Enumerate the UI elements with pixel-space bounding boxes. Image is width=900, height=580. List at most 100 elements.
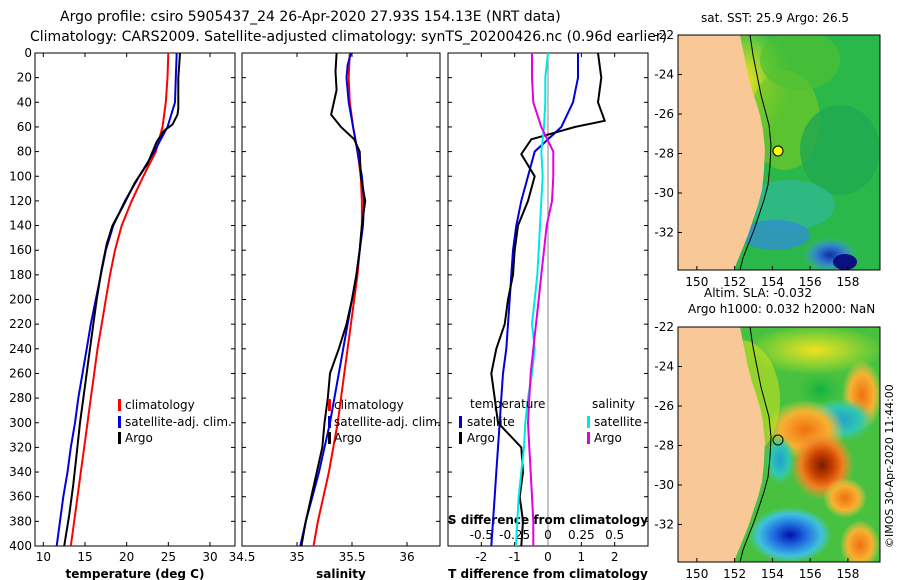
s-diff-tick-label: -0.5 <box>470 528 493 542</box>
legend-swatch-climatology <box>118 399 121 411</box>
sal-diff-argo-line <box>526 53 555 546</box>
map-x-tick-label: 158 <box>836 567 859 580</box>
sla-map-title: Altim. SLA: -0.032 <box>704 286 812 300</box>
sal-diff-satellite-line <box>515 53 549 546</box>
map-y-tick-label: -28 <box>654 438 674 452</box>
depth-tick-label: 260 <box>9 366 32 380</box>
sst-land <box>678 35 765 270</box>
map-y-tick-label: -26 <box>654 399 674 413</box>
temp-diff-argo-line <box>490 53 607 546</box>
salinity-profile-panel: 34.5 35 35.5 36 salinity <box>229 52 441 580</box>
depth-tick-label: 120 <box>9 194 32 208</box>
s-diff-tick-label: -0.25 <box>499 528 530 542</box>
map-y-tick-label: -30 <box>654 478 674 492</box>
legend-label-satellite: satellite-adj. clim. <box>125 415 232 429</box>
depth-tick-label: 280 <box>9 391 32 405</box>
salinity-argo-line <box>300 53 367 546</box>
depth-tick-label: 60 <box>17 120 32 134</box>
x-tick-label: 25 <box>161 550 176 564</box>
x-tick-label: 1 <box>578 550 586 564</box>
depth-tick-label: 200 <box>9 293 32 307</box>
legend-label-argo: Argo <box>334 431 362 445</box>
legend-swatch-sal-satellite <box>587 416 590 428</box>
sla-map-subtitle: Argo h1000: 0.032 h2000: NaN <box>688 302 875 316</box>
depth-tick-label: 240 <box>9 342 32 356</box>
temperature-climatology-line <box>69 53 170 546</box>
depth-tick-label: 140 <box>9 219 32 233</box>
float-marker <box>772 434 784 446</box>
depth-tick-label: 220 <box>9 317 32 331</box>
depth-tick-label: 360 <box>9 490 32 504</box>
temp-diff-satellite-line <box>490 53 579 546</box>
map-y-tick-label: -30 <box>654 186 674 200</box>
map-y-tick-label: -24 <box>654 359 674 373</box>
x-tick-label: 2 <box>611 550 619 564</box>
figure-title-line2: Climatology: CARS2009. Satellite-adjuste… <box>30 29 667 45</box>
map-x-tick-label: 156 <box>799 567 822 580</box>
x-tick-label: 0 <box>544 550 552 564</box>
depth-tick-label: 180 <box>9 268 32 282</box>
map-x-tick-label: 158 <box>836 275 859 289</box>
x-tick-label: 36 <box>399 550 414 564</box>
x-tick-label: 15 <box>77 550 92 564</box>
map-x-tick-label: 156 <box>799 275 822 289</box>
map-x-tick-label: 152 <box>723 275 746 289</box>
x-tick-label: 35 <box>289 550 304 564</box>
sst-map-title: sat. SST: 25.9 Argo: 26.5 <box>701 11 849 25</box>
map-y-tick-label: -32 <box>654 517 674 531</box>
depth-tick-label: 20 <box>17 71 32 85</box>
map-x-tick-label: 150 <box>685 275 708 289</box>
legend-swatch-sal-argo <box>587 432 590 444</box>
sla-map: Altim. SLA: -0.032 Argo h1000: 0.032 h20… <box>677 286 881 563</box>
temperature-profile-panel: 0 20 40 60 80 100 120 140 160 180 200 220 240 260 280 3… <box>9 46 236 580</box>
x-tick-label: 20 <box>119 550 134 564</box>
x-tick-label: -1 <box>509 550 521 564</box>
map-y-tick-label: -32 <box>654 225 674 239</box>
map-y-tick-label: -22 <box>654 28 674 42</box>
salinity-legend: climatology satellite-adj. clim. Argo <box>328 398 441 445</box>
sla-land <box>678 327 765 562</box>
legend-swatch-satellite <box>328 416 331 428</box>
map-y-tick-label: -22 <box>654 320 674 334</box>
map-x-tick-label: 152 <box>723 567 746 580</box>
s-diff-axis-label: S difference from climatology <box>448 513 648 527</box>
depth-tick-label: 320 <box>9 440 32 454</box>
sst-shelf-contour <box>739 35 772 270</box>
legend-swatch-argo <box>118 432 121 444</box>
map-axes: 150 152 154 156 158 -22 -24 -26 -28 -30 -32 150 152 1… <box>654 28 859 580</box>
s-diff-tick-label: 0 <box>544 528 552 542</box>
legend-label-climatology: climatology <box>334 398 404 412</box>
legend-label-sal-argo: Argo <box>594 431 622 445</box>
legend-label-satellite: satellite-adj. clim. <box>334 415 441 429</box>
legend-label-argo: Argo <box>125 431 153 445</box>
figure-title-line1: Argo profile: csiro 5905437_24 26-Apr-20… <box>60 9 561 25</box>
s-diff-tick-label: 0.5 <box>605 528 624 542</box>
temperature-argo-line <box>63 53 181 546</box>
legend-label-temp-satellite: satellite <box>467 415 515 429</box>
depth-tick-label: 340 <box>9 465 32 479</box>
x-axis-label: salinity <box>316 567 366 580</box>
map-y-tick-label: -28 <box>654 146 674 160</box>
s-diff-tick-label: 0.25 <box>568 528 595 542</box>
temperature-legend: climatology satellite-adj. clim. Argo <box>118 398 232 445</box>
sla-map-frame <box>677 326 881 563</box>
x-tick-label: 30 <box>202 550 217 564</box>
depth-tick-label: 0 <box>24 46 32 60</box>
depth-tick-label: 80 <box>17 145 32 159</box>
legend-swatch-temp-satellite <box>459 416 462 428</box>
x-tick-label: 10 <box>36 550 51 564</box>
difference-legend: temperature salinity satellite Argo sate… <box>459 397 642 445</box>
legend-swatch-temp-argo <box>459 432 462 444</box>
legend-swatch-satellite <box>118 416 121 428</box>
legend-title-salinity: salinity <box>592 397 635 411</box>
legend-label-sal-satellite: satellite <box>594 415 642 429</box>
legend-swatch-climatology <box>328 399 331 411</box>
sla-shelf-contour <box>739 327 772 562</box>
depth-tick-label: 160 <box>9 243 32 257</box>
map-x-tick-label: 154 <box>761 275 784 289</box>
depth-tick-label: 400 <box>9 539 32 553</box>
difference-profile-panel: -2 -1 0 1 2 T difference from climatology -0.5… <box>447 52 649 580</box>
depth-tick-label: 40 <box>17 95 32 109</box>
depth-tick-label: 380 <box>9 514 32 528</box>
